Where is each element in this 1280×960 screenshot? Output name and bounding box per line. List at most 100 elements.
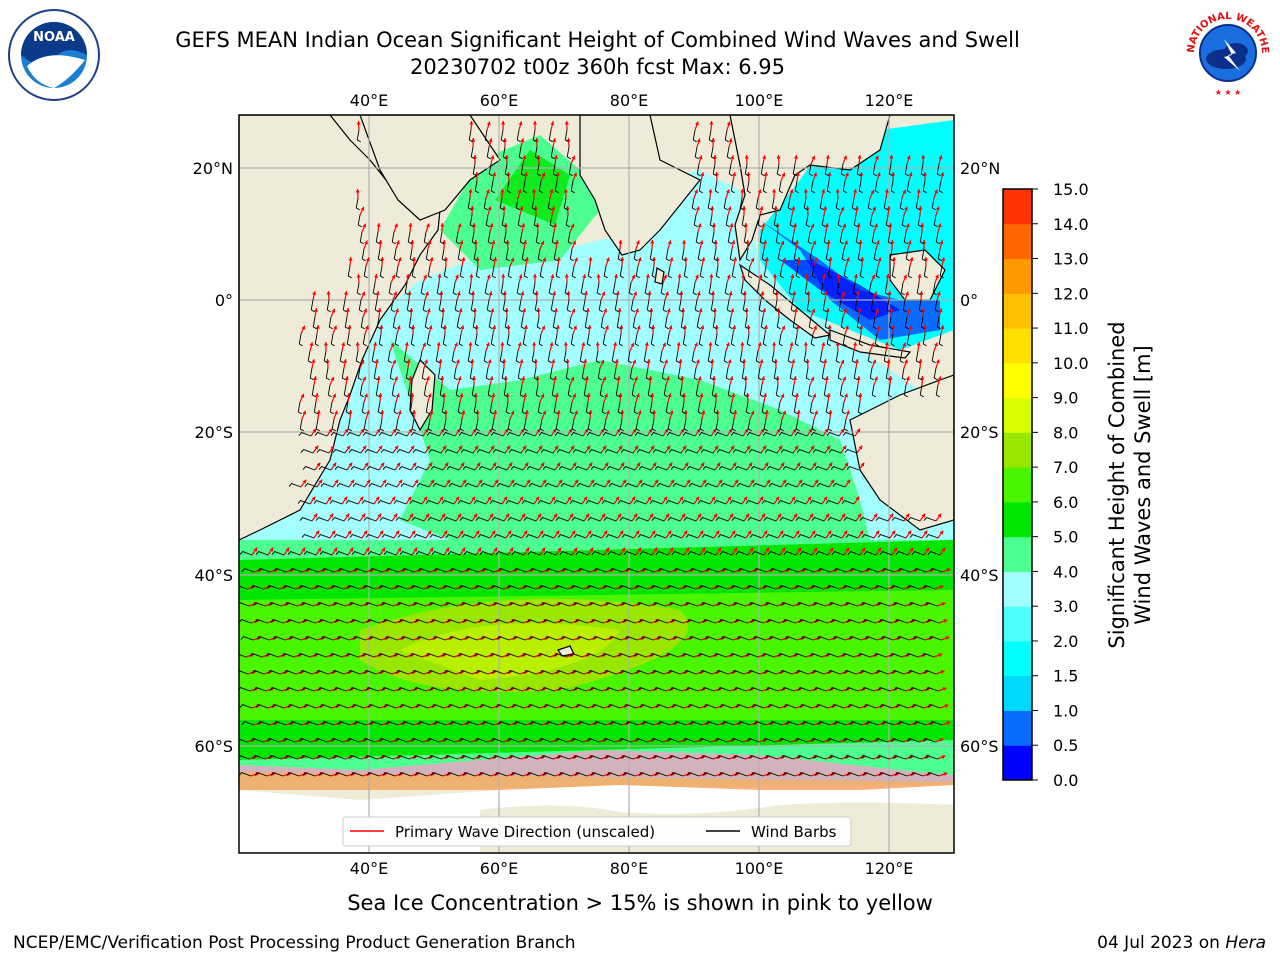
wave-direction-arrowhead: [602, 376, 607, 381]
wave-direction-arrowhead: [523, 172, 528, 176]
wind-barb: [911, 551, 925, 556]
wind-barb: [603, 418, 608, 432]
wind-barb: [714, 432, 728, 437]
wave-direction-arrowhead: [938, 155, 943, 160]
wind-barb: [411, 418, 416, 432]
wave-direction-arrowhead: [745, 240, 750, 244]
wind-barb: [396, 602, 410, 607]
wave-direction-arrowhead: [922, 240, 927, 244]
wind-barb: [625, 568, 639, 573]
wind-barb: [879, 551, 893, 556]
wave-direction-arrowhead: [794, 240, 799, 244]
wave-direction-arrowhead: [746, 172, 751, 176]
wind-barb: [842, 432, 856, 437]
wind-barb: [270, 619, 284, 624]
wind-barb: [909, 534, 923, 539]
wind-barb: [387, 350, 392, 364]
wave-direction-arrowhead: [573, 325, 577, 330]
wind-barb: [646, 299, 651, 313]
wave-direction-arrowhead: [934, 189, 938, 194]
wind-barb: [483, 350, 488, 364]
wave-direction-arrowhead: [940, 670, 945, 675]
wave-direction-arrowhead: [905, 513, 910, 518]
wave-direction-arrowhead: [634, 308, 639, 313]
wind-barb: [769, 568, 783, 573]
wind-barb: [585, 500, 599, 505]
wind-barb: [602, 432, 616, 437]
wind-barb: [932, 282, 937, 296]
wind-barb: [523, 418, 528, 432]
wave-direction-arrowhead: [776, 428, 781, 433]
wind-barb: [629, 367, 634, 381]
wind-barb: [489, 401, 494, 415]
wave-direction-arrowhead: [677, 274, 682, 278]
wave-direction-arrowhead: [537, 513, 542, 518]
wave-direction-arrowhead: [323, 342, 328, 346]
wind-barb: [869, 214, 874, 228]
wind-barb: [490, 432, 504, 437]
wind-barb: [779, 418, 784, 432]
wind-barb: [342, 299, 347, 313]
wave-direction-arrowhead: [410, 393, 415, 397]
wave-direction-arrowhead: [710, 206, 715, 210]
wave-direction-arrowhead: [906, 308, 911, 313]
wind-barb: [539, 418, 544, 432]
wave-direction-arrowhead: [327, 496, 332, 501]
wind-barb: [608, 483, 622, 488]
wind-barb: [791, 384, 796, 398]
wind-barb: [485, 214, 490, 228]
wind-barb: [496, 483, 510, 488]
wave-direction-arrowhead: [650, 393, 655, 397]
wind-barb: [698, 180, 703, 194]
colorbar-block: [1003, 501, 1032, 538]
wave-direction-arrowhead: [328, 428, 333, 433]
wave-direction-arrowhead: [583, 291, 588, 295]
wave-direction-arrowhead: [679, 291, 684, 295]
wind-barb: [794, 432, 808, 437]
wave-direction-arrowhead: [425, 513, 430, 518]
wind-barb: [297, 401, 302, 415]
wind-barb: [747, 418, 752, 432]
wave-direction-arrowhead: [886, 359, 891, 363]
colorbar-tick-label: 7.0: [1053, 458, 1078, 477]
wave-direction-arrowhead: [630, 342, 635, 347]
wave-direction-arrowhead: [759, 206, 764, 211]
wind-barb: [531, 197, 536, 211]
wind-barb: [923, 517, 937, 522]
wave-direction-arrowhead: [828, 257, 833, 261]
wind-barb: [411, 265, 416, 279]
wave-direction-arrowhead: [472, 223, 477, 227]
wind-barb: [543, 551, 557, 556]
footer-host: Hera: [1225, 933, 1266, 953]
wave-direction-arrowhead: [697, 513, 702, 518]
wave-direction-arrowhead: [444, 462, 449, 467]
wave-direction-arrowhead: [583, 359, 588, 363]
wave-direction-arrowhead: [891, 172, 896, 176]
wind-barb: [357, 214, 362, 228]
wind-barb: [590, 466, 604, 471]
wind-barb: [861, 534, 875, 539]
wave-direction-arrowhead: [845, 257, 850, 262]
wind-barb: [461, 534, 475, 539]
wind-barb: [435, 350, 440, 364]
wind-barb: [506, 432, 520, 437]
wave-direction-arrowhead: [715, 530, 720, 535]
wave-direction-arrowhead: [363, 530, 368, 535]
wave-direction-arrows: [245, 120, 951, 777]
wave-direction-arrowhead: [378, 445, 383, 450]
wind-barb: [747, 265, 752, 279]
wave-direction-arrowhead: [427, 240, 432, 245]
wave-direction-arrowhead: [615, 496, 620, 501]
wind-barb: [443, 265, 448, 279]
wave-direction-arrowhead: [474, 172, 479, 176]
svg-text:Wind Waves and Swell [m]: Wind Waves and Swell [m]: [1131, 345, 1155, 625]
wave-direction-arrowhead: [745, 393, 750, 397]
wind-barb: [670, 466, 684, 471]
wave-direction-arrowhead: [555, 325, 560, 329]
wind-barb: [746, 180, 751, 194]
wind-barb: [513, 568, 527, 573]
wind-barb: [871, 384, 876, 398]
wind-barb: [361, 401, 366, 415]
wind-barb: [304, 483, 318, 488]
wave-direction-arrowhead: [348, 257, 353, 261]
